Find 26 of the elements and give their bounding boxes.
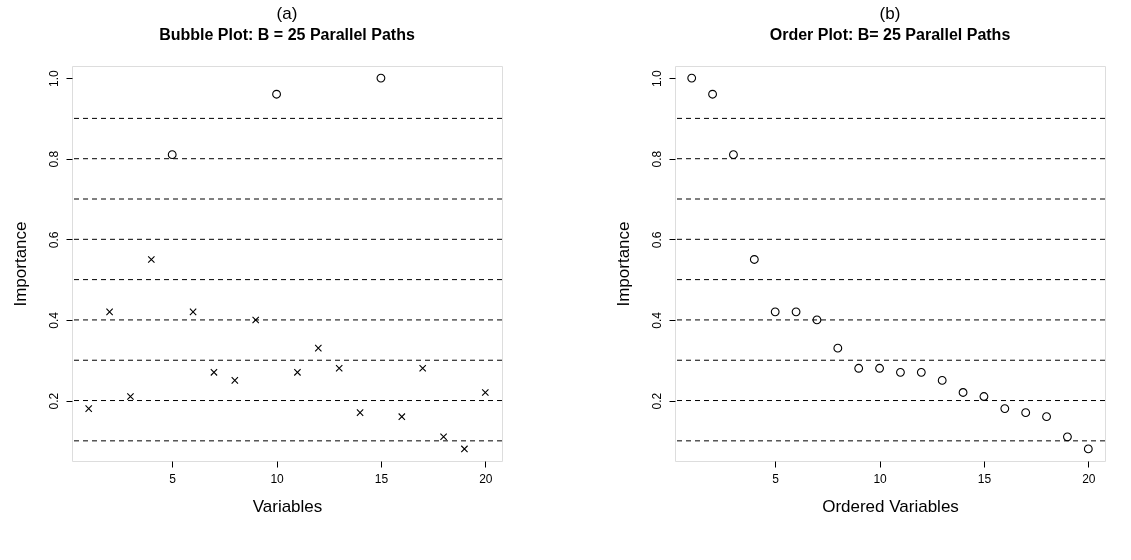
y-tick-label: 0.2	[46, 392, 61, 410]
y-tick-label: 1.0	[46, 69, 61, 87]
chart-title: (a)	[276, 4, 298, 23]
chart-title: (b)	[879, 4, 901, 23]
chart-subtitle: Bubble Plot: B = 25 Parallel Paths	[159, 26, 415, 43]
y-tick-label: 0.6	[46, 231, 61, 249]
x-tick-label: 10	[270, 471, 285, 486]
y-tick-label: 0.4	[46, 311, 61, 329]
y-axis-title: Importance	[613, 221, 633, 307]
y-tick-label: 0.6	[649, 231, 664, 249]
x-tick-label: 15	[374, 471, 389, 486]
x-tick-label: 20	[479, 471, 493, 486]
x-tick-label: 20	[1082, 471, 1096, 486]
y-tick-label: 0.4	[649, 311, 664, 329]
x-tick-label: 10	[873, 471, 888, 486]
y-tick-label: 0.8	[649, 150, 664, 168]
x-tick-label: 5	[772, 471, 780, 486]
x-tick-label: 15	[977, 471, 992, 486]
y-tick-label: 1.0	[649, 69, 664, 87]
chart-subtitle: Order Plot: B= 25 Parallel Paths	[769, 26, 1011, 43]
x-axis-title: Variables	[252, 496, 323, 516]
y-tick-label: 0.2	[649, 392, 664, 410]
x-tick-label: 5	[169, 471, 177, 486]
y-axis-title: Importance	[10, 221, 30, 307]
x-axis-title: Ordered Variables	[822, 496, 959, 516]
y-tick-label: 0.8	[46, 150, 61, 168]
